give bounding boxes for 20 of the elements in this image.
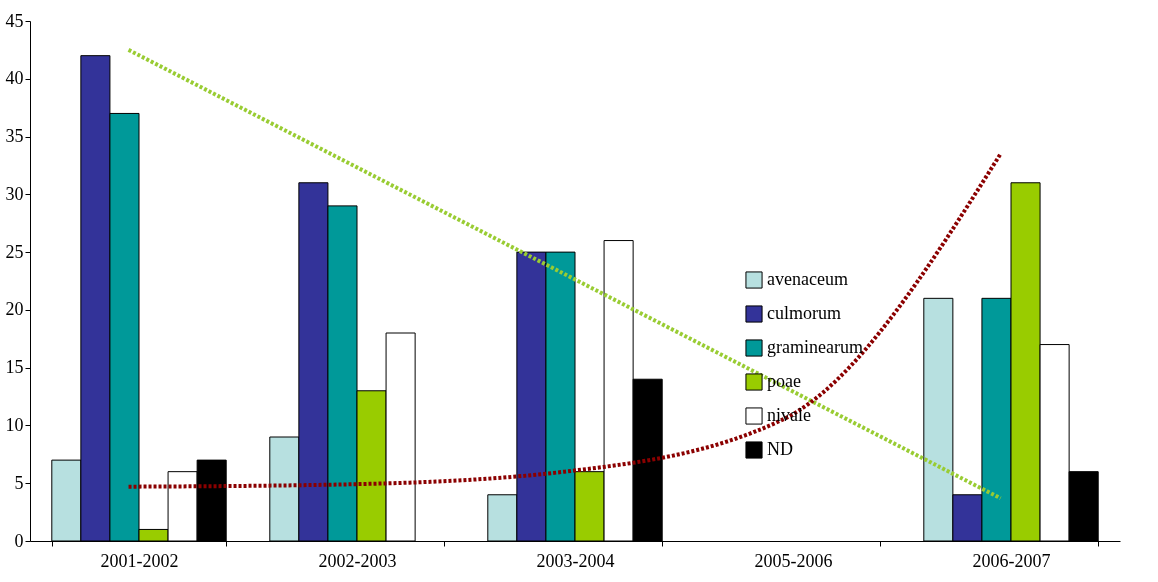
x-tick-label: 2006-2007 [972, 550, 1051, 571]
y-tick-label: 35 [5, 126, 24, 147]
legend-label: ND [767, 439, 793, 459]
y-tick-label: 0 [14, 530, 24, 551]
x-tick-label: 2005-2006 [754, 550, 833, 571]
line-series [126, 151, 1003, 489]
y-tick-label: 20 [5, 299, 24, 320]
y-tick-label: 30 [5, 183, 24, 204]
x-tick-label: 2001-2002 [100, 550, 179, 571]
y-tick-label: 15 [5, 357, 24, 378]
x-tick-label: 2002-2003 [318, 550, 397, 571]
legend-label: graminearum [767, 337, 863, 357]
y-tick-label: 25 [5, 241, 24, 262]
y-tick-label: 40 [5, 68, 24, 89]
y-tick-label: 5 [14, 472, 24, 493]
y-tick-label: 10 [5, 414, 24, 435]
legend-label: avenaceum [767, 269, 848, 289]
y-tick-label: 45 [5, 10, 24, 31]
legend-label: culmorum [767, 303, 841, 323]
x-tick-label: 2003-2004 [536, 550, 615, 571]
